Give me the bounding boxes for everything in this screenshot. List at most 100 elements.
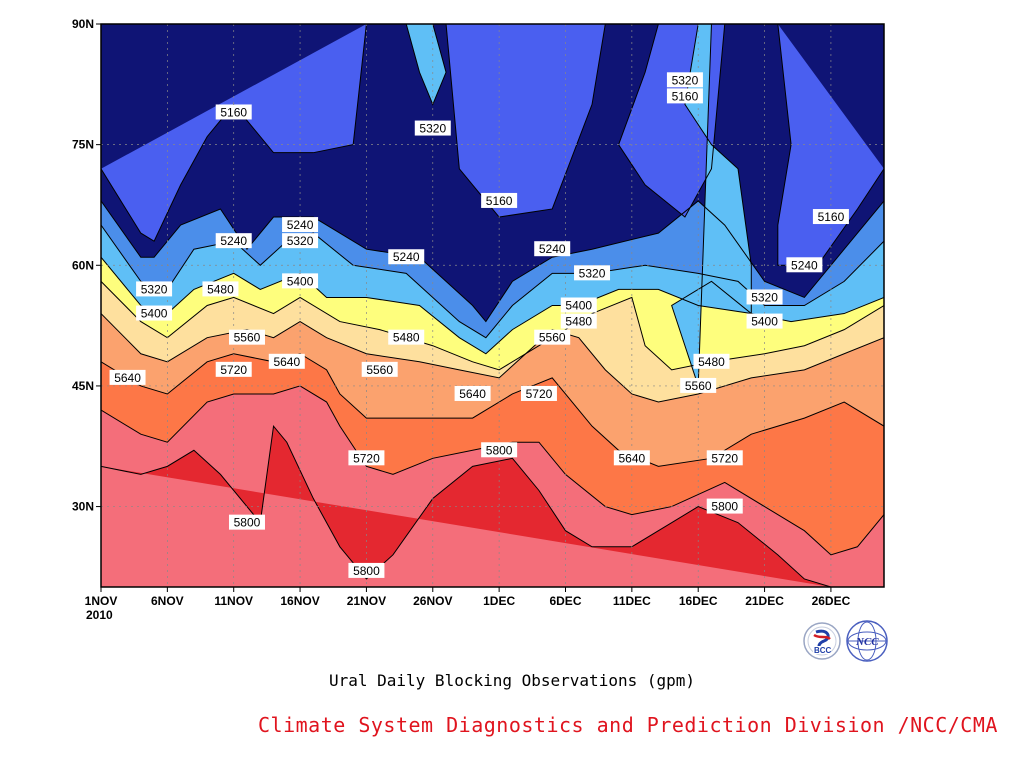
x-tick-label: 6DEC — [549, 594, 581, 608]
contour-label-bg — [520, 385, 557, 401]
contour-label-bg — [481, 192, 518, 208]
contour-label: 5400 — [287, 274, 314, 288]
x-tick-label: 11NOV — [214, 594, 253, 608]
contour-label: 5560 — [685, 379, 712, 393]
contour-label-bg — [666, 72, 703, 88]
contour-line-5160 — [101, 24, 367, 242]
contour-label-bg — [136, 305, 173, 321]
contour-label: 5480 — [565, 315, 592, 329]
contour-label: 5320 — [419, 122, 446, 136]
contour-label: 5720 — [711, 451, 738, 465]
contour-label-bg — [534, 329, 571, 345]
contour-label: 5800 — [234, 516, 261, 530]
contour-label: 5640 — [114, 371, 141, 385]
contour-label-bg — [481, 442, 518, 458]
contour-label-bg — [613, 450, 650, 466]
contour-label-bg — [228, 329, 265, 345]
contour-label: 5240 — [393, 250, 420, 264]
contour-label: 5160 — [818, 210, 845, 224]
svg-text:BCC: BCC — [814, 646, 832, 655]
contour-label-bg — [706, 498, 743, 514]
contour-label: 5720 — [526, 387, 553, 401]
contour-label-bg — [388, 329, 425, 345]
contour-label-bg — [812, 209, 849, 225]
contour-label-bg — [560, 313, 597, 329]
contour-label: 5400 — [565, 299, 592, 313]
contour-label: 5320 — [579, 266, 606, 280]
contour-label-bg — [136, 281, 173, 297]
contour-label: 5320 — [672, 73, 699, 87]
contour-label: 5240 — [791, 258, 818, 272]
plot-frame — [100, 23, 885, 588]
contour-label: 5240 — [539, 242, 566, 256]
contour-label: 5640 — [459, 387, 486, 401]
contour-line-5320 — [671, 24, 752, 387]
contour-label: 5720 — [353, 451, 380, 465]
contour-line-5160 — [618, 24, 726, 218]
contour-label: 5160 — [486, 194, 513, 208]
contour-label-bg — [706, 450, 743, 466]
contour-label-bg — [215, 104, 252, 120]
y-tick-label: 30N — [72, 500, 94, 514]
contour-line-5400 — [101, 256, 884, 355]
x-tick-label: 16DEC — [679, 594, 718, 608]
contour-label-bg — [282, 273, 319, 289]
y-tick-label: 75N — [72, 138, 94, 152]
contour-line-5240 — [101, 200, 884, 323]
contour-label: 5560 — [366, 363, 393, 377]
contour-label-bg — [228, 514, 265, 530]
contour-label-bg — [560, 297, 597, 313]
contour-label: 5320 — [287, 234, 314, 248]
contour-label-bg — [746, 289, 783, 305]
contour-label-bg — [680, 377, 717, 393]
x-tick-label: 1NOV — [85, 594, 118, 608]
x-tick-label: 6NOV — [151, 594, 184, 608]
contour-label-bg — [348, 450, 385, 466]
x-tick-label: 16NOV — [280, 594, 319, 608]
contour-label: 5800 — [711, 500, 738, 514]
contour-line-5720 — [101, 385, 884, 556]
x-axis-year-label: 2010 — [86, 608, 113, 622]
chart-title: Ural Daily Blocking Observations (gpm) — [328, 671, 696, 690]
contour-label: 5400 — [141, 307, 168, 321]
contour-label-bg — [268, 353, 305, 369]
contour-label-bg — [109, 369, 146, 385]
contour-label: 5800 — [353, 564, 380, 578]
source-credit: Climate System Diagnostics and Predictio… — [258, 713, 998, 737]
x-tick-label: 26DEC — [812, 594, 851, 608]
contour-label-bg — [215, 361, 252, 377]
x-tick-label: 11DEC — [613, 594, 651, 608]
band-fill — [101, 426, 831, 587]
contour-label: 5320 — [141, 282, 168, 296]
plot-area — [101, 24, 884, 587]
x-tick-label: 21NOV — [347, 594, 386, 608]
x-tick-label: 1DEC — [483, 594, 515, 608]
contour-label-bg — [786, 257, 823, 273]
contour-label: 5800 — [486, 443, 513, 457]
contour-label: 5720 — [220, 363, 247, 377]
contour-label-bg — [282, 217, 319, 233]
contour-label-bg — [388, 249, 425, 265]
contour-label: 5480 — [393, 331, 420, 345]
contour-label: 5640 — [618, 451, 645, 465]
contour-label-bg — [215, 233, 252, 249]
x-tick-label: 21DEC — [745, 594, 784, 608]
contour-label: 5640 — [273, 355, 300, 369]
contour-label-bg — [361, 361, 398, 377]
contour-label: 5560 — [539, 331, 566, 345]
contour-label: 5320 — [751, 290, 778, 304]
svg-text:NCC: NCC — [855, 636, 879, 648]
y-tick-label: 60N — [72, 258, 94, 272]
x-tick-label: 26NOV — [413, 594, 452, 608]
contour-label: 5240 — [220, 234, 247, 248]
contour-label: 5480 — [698, 355, 725, 369]
contour-label: 5400 — [751, 315, 778, 329]
contour-label-bg — [202, 281, 239, 297]
contour-label-bg — [454, 385, 491, 401]
contour-label: 5560 — [234, 331, 261, 345]
contour-label-bg — [534, 241, 571, 257]
contour-label: 5480 — [207, 282, 234, 296]
y-tick-label: 90N — [72, 17, 94, 31]
contour-label-bg — [666, 88, 703, 104]
